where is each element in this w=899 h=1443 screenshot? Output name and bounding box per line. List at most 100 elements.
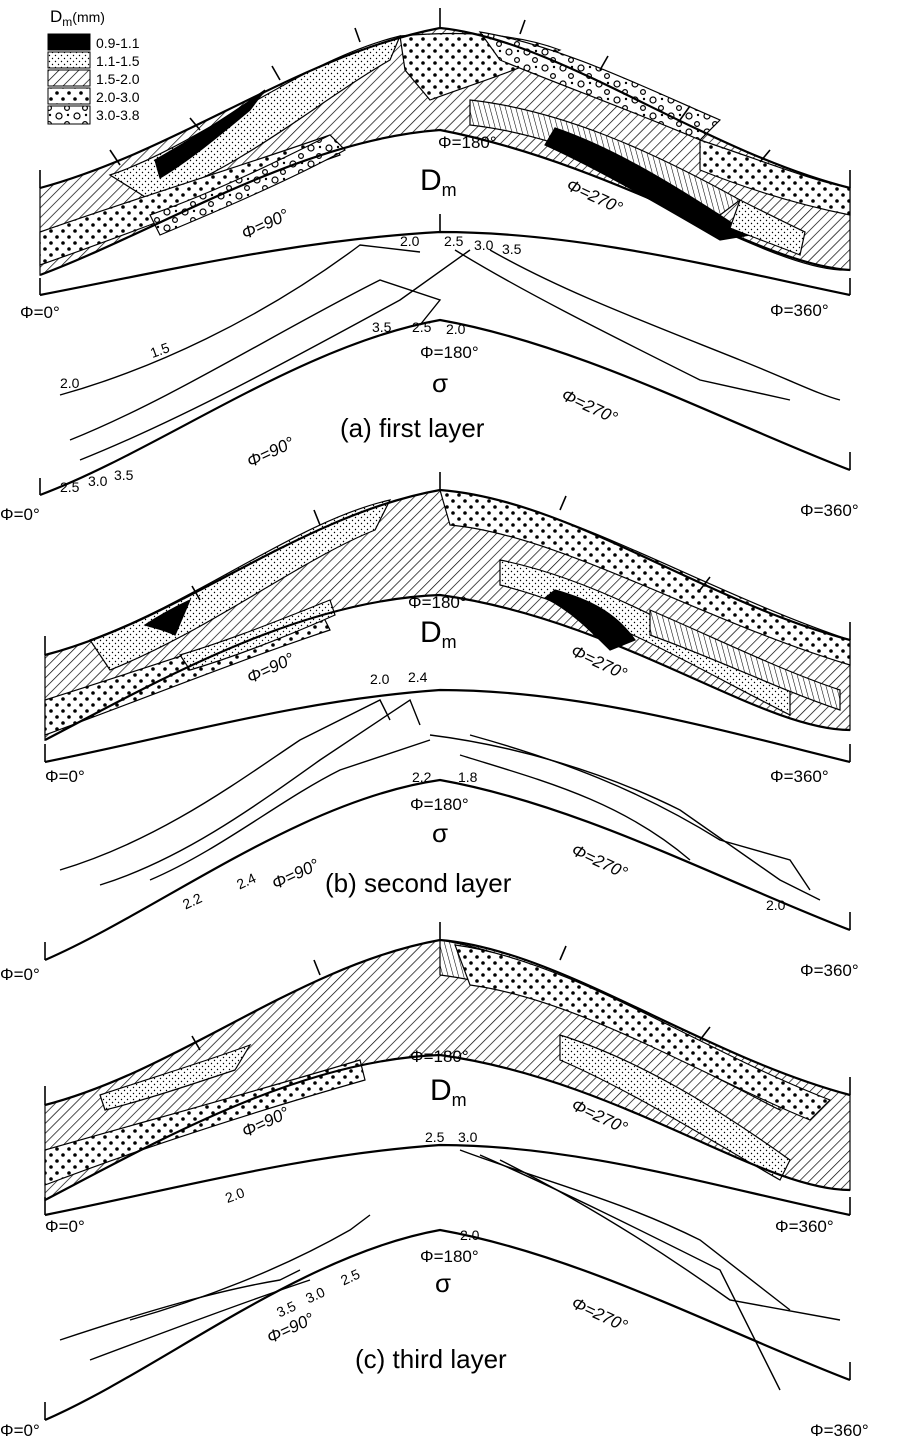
angle-label: Φ=90° [269, 855, 322, 893]
contour-value: 3.5 [502, 241, 522, 257]
contour-line [499, 1159, 841, 1321]
contour-line [459, 754, 691, 861]
contour-line [149, 739, 431, 881]
contour-value: 1.5 [148, 339, 172, 361]
contour-line [479, 1154, 781, 1391]
dm-label: Dm [420, 616, 457, 652]
angle-label: Φ=360° [800, 501, 859, 520]
contour-value: 3.0 [474, 237, 494, 253]
angle-label: Φ=180° [410, 795, 469, 814]
angle-label: Φ=0° [0, 1421, 40, 1440]
contour-value: 3.5 [114, 467, 134, 483]
contour-value: 2.5 [338, 1266, 363, 1289]
angle-label: Φ=360° [810, 1421, 869, 1440]
angle-label: Φ=270° [569, 1293, 631, 1335]
contour-line [59, 244, 421, 396]
contour-value: 2.0 [370, 671, 390, 687]
channel-outer-edge [39, 26, 851, 190]
legend: Dm(mm) 0.9-1.1 1.1-1.5 1.5-2.0 2.0-3.0 3… [47, 7, 140, 125]
band-region [143, 598, 192, 636]
legend-label: 1.5-2.0 [96, 71, 140, 87]
band-region [543, 589, 636, 651]
contour-value: 2.0 [60, 375, 80, 391]
contour-line [89, 1279, 311, 1361]
angle-label: Φ=360° [800, 961, 859, 980]
band-region [544, 127, 752, 241]
angle-label: Φ=90° [238, 205, 291, 243]
contour-value: 3.5 [372, 319, 392, 335]
band-region [478, 31, 722, 141]
contour-value: 2.0 [460, 1227, 480, 1243]
band-region [649, 609, 841, 711]
angle-label: Φ=90° [244, 433, 297, 471]
contour-line [129, 1214, 371, 1321]
legend-swatch-fine-dots [47, 51, 91, 69]
legend-label: 1.1-1.5 [96, 53, 140, 69]
legend-title: Dm(mm) [50, 7, 105, 29]
contour-line [59, 699, 391, 871]
contour-value: 2.4 [234, 870, 259, 893]
contour-value: 3.0 [303, 1284, 328, 1307]
angle-label: Φ=0° [45, 1217, 85, 1236]
contour-line [59, 1269, 301, 1341]
contour-line [69, 279, 442, 441]
band-region [154, 89, 266, 179]
contour-value: 2.5 [60, 479, 80, 495]
contour-value: 2.0 [223, 1184, 247, 1206]
panel-second-layer: Φ=180° Dm Φ=90° Φ=270° Φ=0° Φ=360° Φ=180… [0, 472, 859, 984]
channel-outer-edge [44, 688, 851, 764]
contour-value: 2.2 [412, 769, 432, 785]
contour-line [429, 734, 821, 901]
dm-label: Dm [420, 164, 457, 200]
contour-value: 1.8 [458, 769, 478, 785]
legend-swatch-coarse-dots [47, 87, 91, 105]
contour-value: 2.4 [408, 669, 428, 685]
channel-inner-edge [39, 318, 851, 497]
band-region [559, 1034, 791, 1181]
angle-label: Φ=270° [559, 385, 621, 427]
angle-label: Φ=360° [770, 301, 829, 320]
contour-value: 2.5 [412, 319, 432, 335]
channel-outer-edge [44, 1143, 851, 1217]
contour-value: 3.0 [88, 473, 108, 489]
panel-first-layer: Φ=180° Dm Φ=90° Φ=270° Φ=0° Φ=360° Φ=180… [0, 8, 859, 524]
contour-value: 2.5 [425, 1129, 445, 1145]
contour-line [459, 1149, 791, 1311]
contour-line [99, 698, 421, 886]
angle-label: Φ=0° [0, 505, 40, 524]
panel-caption: (b) second layer [325, 868, 512, 898]
angle-label: Φ=0° [20, 303, 60, 322]
panel-third-layer: Φ=180° Dm Φ=90° Φ=270° Φ=0° Φ=360° Φ=180… [0, 922, 869, 1440]
sigma-label: σ [432, 818, 448, 848]
contour-value: 2.0 [766, 897, 786, 913]
angle-label: Φ=0° [45, 767, 85, 786]
contour-line [454, 249, 791, 401]
channel-inner-edge [44, 1228, 851, 1422]
angle-label: Φ=180° [408, 593, 467, 612]
angle-label: Φ=180° [420, 343, 479, 362]
contour-value: 3.0 [458, 1129, 478, 1145]
legend-label: 0.9-1.1 [96, 35, 140, 51]
contour-value: 2.5 [444, 233, 464, 249]
tick-marks [44, 472, 851, 960]
band-region [99, 1043, 252, 1111]
dm-label: Dm [430, 1074, 467, 1110]
channel-inner-edge [39, 128, 851, 277]
legend-swatch-hatch [47, 69, 91, 87]
panel-caption: (a) first layer [340, 413, 485, 443]
panel-caption: (c) third layer [355, 1344, 507, 1374]
band-region [729, 199, 806, 256]
channel-inner-edge [44, 778, 851, 962]
contour-value: 2.0 [400, 233, 420, 249]
contour-value: 2.2 [180, 890, 205, 913]
contour-value: 3.5 [274, 1298, 299, 1321]
band-region [699, 139, 851, 216]
angle-label: Φ=0° [0, 965, 40, 984]
angle-label: Φ=360° [770, 767, 829, 786]
angle-label: Φ=270° [569, 840, 631, 882]
contour-line [79, 249, 471, 461]
contour-value: 2.0 [446, 321, 466, 337]
tick-marks [39, 8, 851, 495]
band-region [454, 944, 832, 1121]
